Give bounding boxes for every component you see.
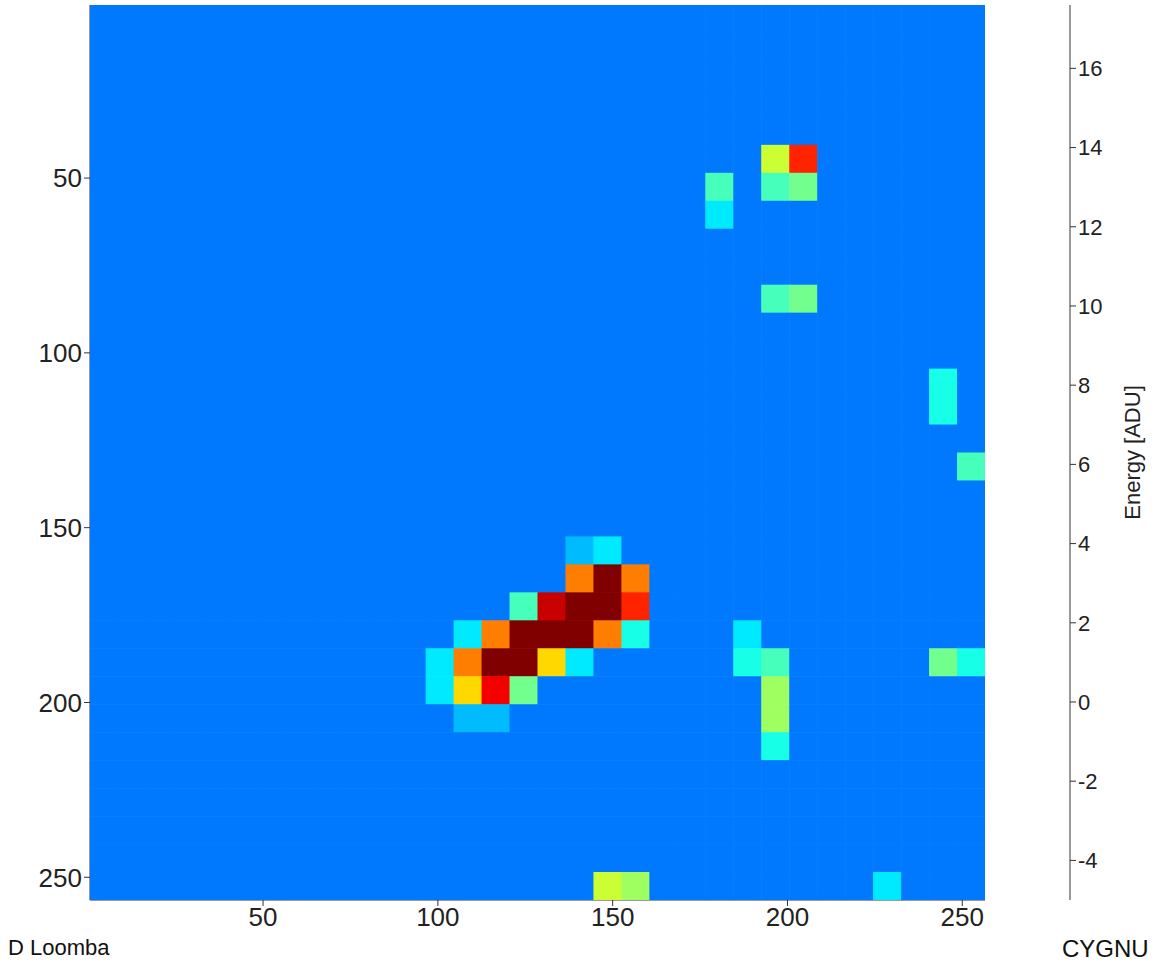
svg-text:16: 16 — [1078, 56, 1102, 81]
svg-text:50: 50 — [249, 902, 278, 932]
svg-text:200: 200 — [766, 902, 809, 932]
svg-text:-2: -2 — [1078, 769, 1098, 794]
svg-text:150: 150 — [39, 513, 82, 543]
svg-text:250: 250 — [941, 902, 984, 932]
svg-text:-4: -4 — [1078, 848, 1098, 873]
svg-text:14: 14 — [1078, 135, 1102, 160]
html-text:D Loomba: D Loomba — [8, 935, 110, 960]
svg-text:4: 4 — [1078, 531, 1090, 556]
svg-text:0: 0 — [1078, 690, 1090, 715]
svg-text:100: 100 — [416, 902, 459, 932]
svg-text:8: 8 — [1078, 373, 1090, 398]
svg-text:200: 200 — [39, 688, 82, 718]
svg-text:150: 150 — [591, 902, 634, 932]
svg-text:10: 10 — [1078, 294, 1102, 319]
svg-text:6: 6 — [1078, 452, 1090, 477]
svg-text:50: 50 — [53, 163, 82, 193]
svg-text:Energy [ADU]: Energy [ADU] — [1120, 385, 1145, 520]
svg-text:2: 2 — [1078, 611, 1090, 636]
svg-text:250: 250 — [39, 863, 82, 893]
svg-text:12: 12 — [1078, 215, 1102, 240]
html-text:CYGNU: CYGNU — [1062, 935, 1149, 962]
svg-text:100: 100 — [39, 338, 82, 368]
